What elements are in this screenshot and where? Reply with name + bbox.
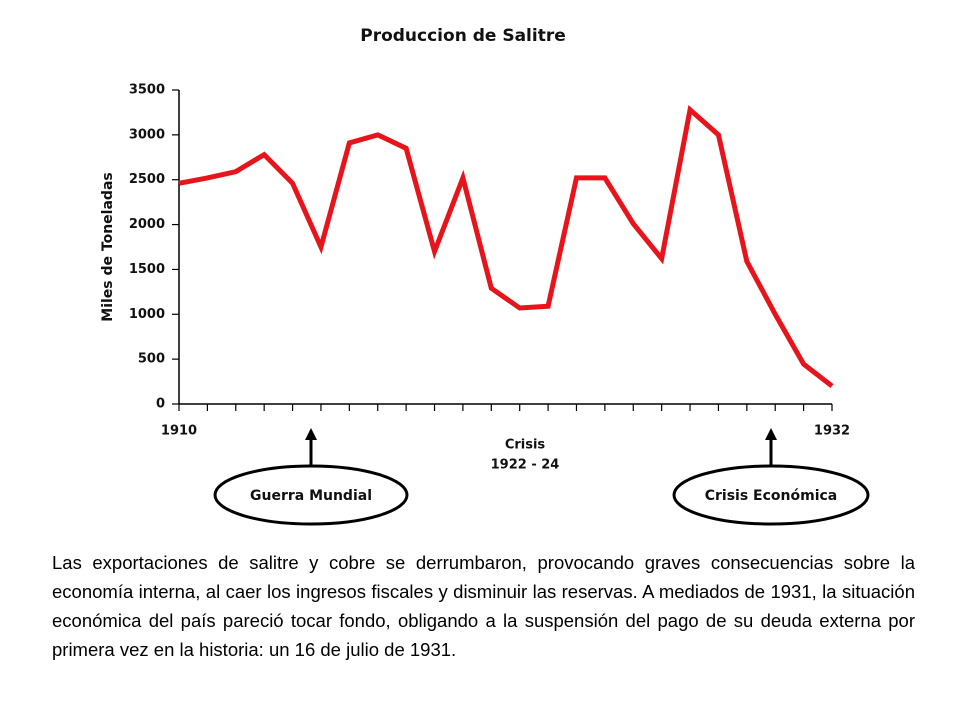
y-tick-label: 3000: [129, 127, 165, 142]
x-tick-label: 1932: [814, 424, 850, 439]
line: [178, 104, 834, 389]
annotation: Crisis Económica: [705, 488, 838, 504]
annotation: Guerra Mundial: [250, 488, 372, 504]
chart: Produccion de Salitre Miles de Toneladas…: [100, 26, 870, 526]
callout: [213, 464, 409, 526]
y-tick-label: 1000: [129, 307, 165, 322]
annotation: 1922 - 24: [491, 458, 560, 473]
y-tick-label: 2000: [129, 217, 165, 232]
y-tick-label: 0: [156, 397, 165, 412]
callout: [672, 464, 870, 526]
y-tick-label: 1500: [129, 262, 165, 277]
x-tick-label: 1910: [161, 424, 197, 439]
annotation: Crisis: [505, 438, 546, 453]
paragraph: Las exportaciones de salitre y cobre se …: [52, 552, 915, 660]
y-tick-label: 500: [138, 352, 165, 367]
y-tick-label: 3500: [129, 83, 165, 98]
y-axis-label: Miles de Toneladas: [100, 172, 116, 321]
chart-title: Produccion de Salitre: [360, 26, 566, 46]
arrow-head: [765, 428, 777, 440]
arrow-head: [305, 428, 317, 440]
y-tick-label: 2500: [129, 172, 165, 187]
